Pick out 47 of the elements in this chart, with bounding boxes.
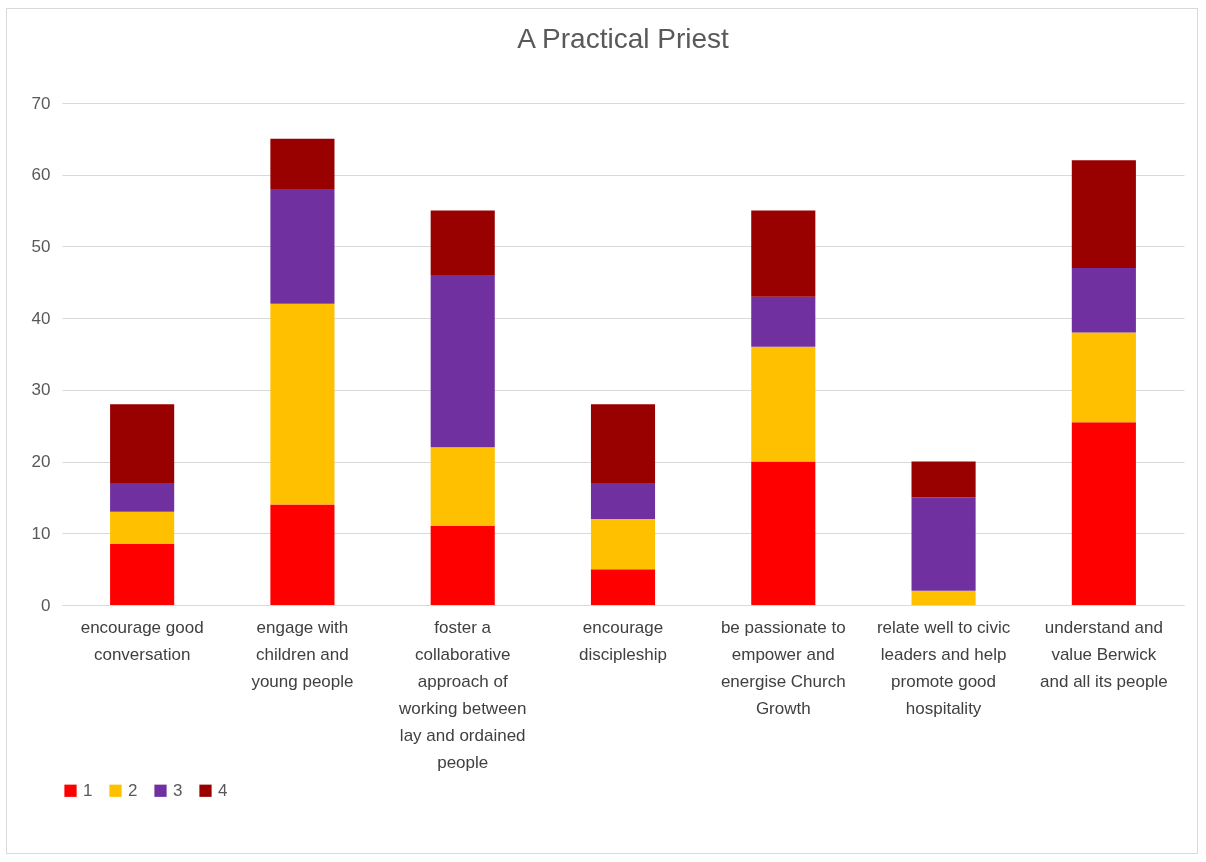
legend-label: 3 <box>173 780 183 800</box>
bar <box>1071 267 1136 333</box>
legend-label: 4 <box>218 780 228 800</box>
bar <box>430 210 495 276</box>
y-tick-label: 60 <box>31 165 51 185</box>
bar <box>1071 160 1136 268</box>
bar <box>751 461 816 605</box>
y-tick-label: 70 <box>31 93 51 113</box>
x-tick-label: encourage discipleship <box>579 617 667 664</box>
x-tick-label: engage with children and young people <box>251 617 354 691</box>
bar <box>270 189 335 304</box>
bar <box>911 497 976 591</box>
bar <box>911 461 976 498</box>
bar <box>110 483 175 512</box>
bar <box>751 296 816 347</box>
bar <box>270 138 335 190</box>
bar <box>590 569 656 605</box>
legend-label: 1 <box>83 780 93 800</box>
x-tick-label: relate well to civic leaders and help promote good hospitality <box>876 617 1011 718</box>
legend-label: 2 <box>128 780 138 800</box>
x-tick-label: be passionate to empower and energise Church Growth <box>720 617 846 718</box>
bar <box>110 544 175 605</box>
bar <box>911 590 976 605</box>
bar <box>110 511 175 545</box>
bar <box>1071 422 1136 605</box>
bar <box>270 504 335 605</box>
bar <box>751 210 816 297</box>
y-tick-label: 30 <box>31 380 51 400</box>
chart-title: A Practical Priest <box>517 23 730 54</box>
bar <box>590 518 656 570</box>
y-tick-label: 0 <box>41 595 51 615</box>
bar <box>270 303 335 505</box>
x-tick-label: encourage good conversation <box>80 617 204 664</box>
y-tick-label: 10 <box>31 523 51 543</box>
y-tick-label: 20 <box>31 452 51 472</box>
bar <box>590 483 656 519</box>
x-tick-label: foster a collaborative approach of working between lay and ordained people <box>397 617 527 772</box>
y-tick-label: 50 <box>31 236 51 256</box>
bar <box>751 346 816 462</box>
bar <box>110 404 175 484</box>
y-tick-label: 40 <box>31 308 51 328</box>
bar <box>590 404 656 484</box>
bar <box>430 447 495 527</box>
bar <box>1071 332 1136 423</box>
x-tick-label: understand and value Berwick and all its people <box>1040 617 1168 691</box>
bar <box>430 275 495 448</box>
bar <box>430 526 495 605</box>
